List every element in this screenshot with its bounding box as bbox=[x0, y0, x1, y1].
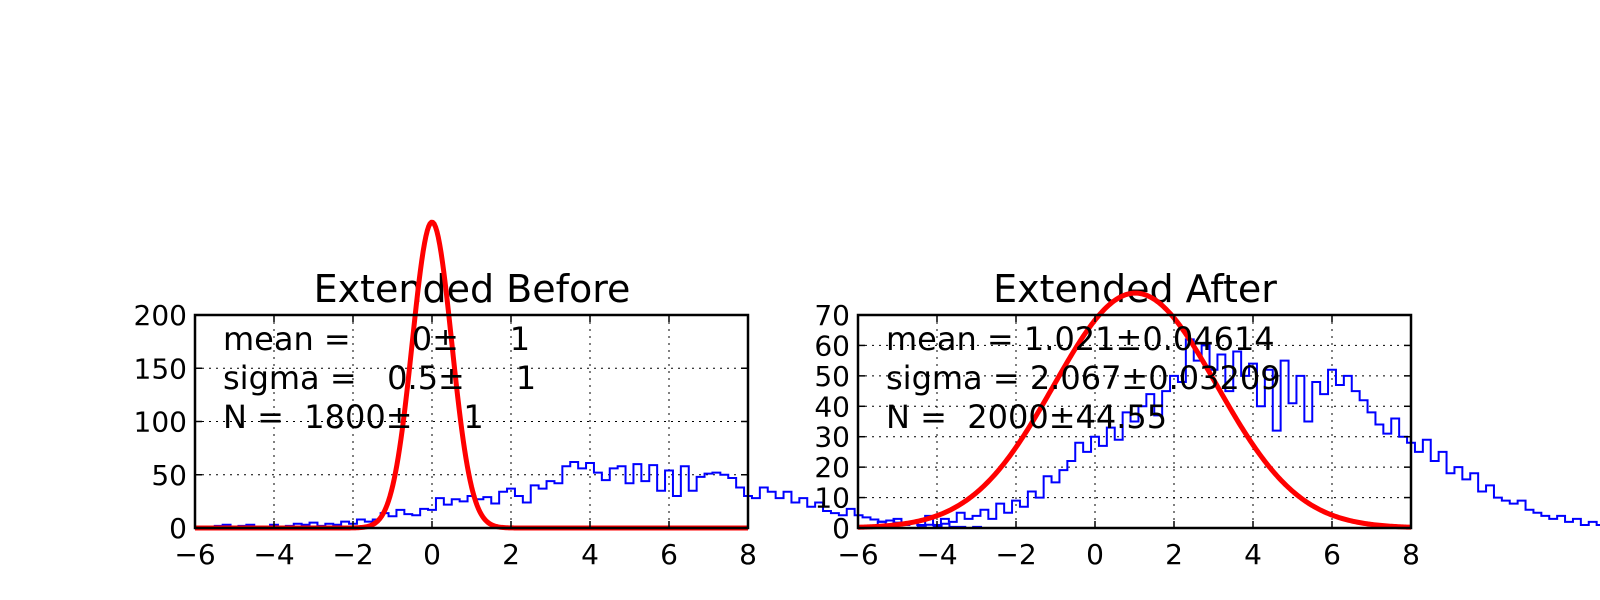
x-tick-label: −6 bbox=[837, 538, 878, 571]
chart-title: Extended Before bbox=[314, 267, 631, 311]
fit-curve-series bbox=[856, 290, 1413, 530]
histogram-step bbox=[876, 338, 1600, 528]
y-axis: 0 50 100 150 200 bbox=[134, 299, 748, 545]
x-tick-label: −6 bbox=[174, 538, 215, 571]
y-tick-label: 50 bbox=[814, 360, 850, 393]
histogram-series bbox=[876, 338, 1600, 528]
x-tick-label: 4 bbox=[581, 538, 599, 571]
histogram-step bbox=[213, 460, 1163, 529]
x-tick-label: −2 bbox=[995, 538, 1036, 571]
y-tick-label: 0 bbox=[169, 512, 187, 545]
y-tick-label: 40 bbox=[814, 390, 850, 423]
x-tick-label: 6 bbox=[1323, 538, 1341, 571]
y-tick-label: 20 bbox=[814, 451, 850, 484]
x-tick-label: −2 bbox=[332, 538, 373, 571]
histogram-series bbox=[213, 460, 1163, 529]
x-tick-label: 6 bbox=[660, 538, 678, 571]
y-tick-label: 100 bbox=[134, 406, 187, 439]
annotation-n: N = 2000±44.55 bbox=[886, 398, 1167, 436]
y-tick-label: 10 bbox=[814, 482, 850, 515]
y-tick-label: 70 bbox=[814, 299, 850, 332]
annotation-mean: mean = 0± 1 bbox=[223, 320, 530, 358]
x-tick-label: 2 bbox=[1165, 538, 1183, 571]
x-tick-label: 8 bbox=[1402, 538, 1420, 571]
fit-curve bbox=[856, 290, 1413, 530]
x-axis: −6 −4 −2 0 2 4 6 8 bbox=[174, 315, 757, 571]
x-axis: −6 −4 −2 0 2 4 6 8 bbox=[837, 315, 1420, 571]
x-tick-label: 0 bbox=[1086, 538, 1104, 571]
x-tick-label: 4 bbox=[1244, 538, 1262, 571]
annotation-sigma: sigma = 0.5± 1 bbox=[223, 359, 536, 397]
annotation-n: N = 1800± 1 bbox=[223, 398, 484, 436]
y-tick-label: 50 bbox=[151, 459, 187, 492]
x-tick-label: 2 bbox=[502, 538, 520, 571]
y-tick-label: 0 bbox=[832, 512, 850, 545]
plot-frame bbox=[856, 313, 1413, 530]
annotation-mean: mean = 1.021±0.04614 bbox=[886, 320, 1275, 358]
x-tick-label: −4 bbox=[916, 538, 957, 571]
annotation-sigma: sigma = 2.067±0.03209 bbox=[886, 359, 1281, 397]
x-tick-label: −4 bbox=[253, 538, 294, 571]
y-tick-label: 150 bbox=[134, 352, 187, 385]
x-tick-label: 0 bbox=[423, 538, 441, 571]
chart-title: Extended After bbox=[993, 267, 1277, 311]
grid bbox=[858, 315, 1411, 528]
grid bbox=[195, 315, 748, 528]
x-tick-label: 8 bbox=[739, 538, 757, 571]
y-tick-label: 60 bbox=[814, 329, 850, 362]
y-tick-label: 200 bbox=[134, 299, 187, 332]
y-tick-label: 30 bbox=[814, 421, 850, 454]
